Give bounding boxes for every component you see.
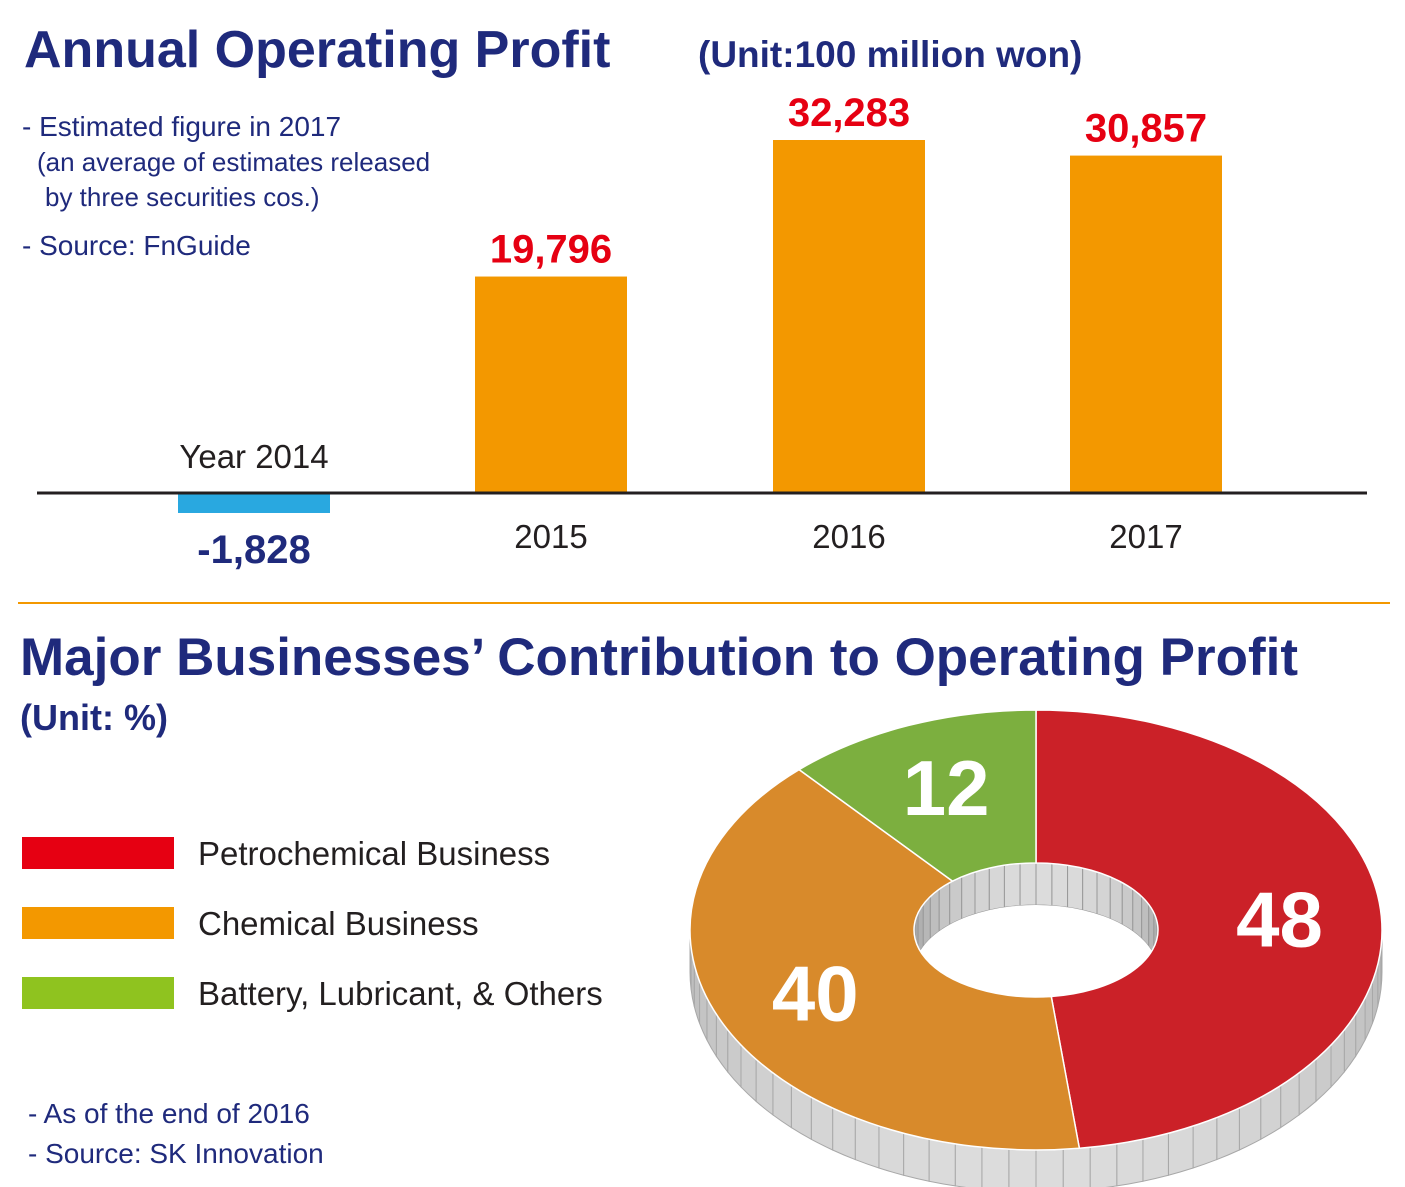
bar-value-label-1: 19,796 (490, 228, 612, 272)
bar-2 (773, 140, 925, 493)
donut-inner-wall (1082, 867, 1098, 915)
donut-chart-title: Major Businesses’ Contribution to Operat… (20, 628, 1298, 687)
legend-label-others: Battery, Lubricant, & Others (198, 975, 603, 1012)
bar-value-label-0: -1,828 (197, 528, 310, 572)
donut-outer-wall (954, 1143, 983, 1187)
bar-0 (178, 493, 330, 513)
donut-inner-wall (988, 864, 1005, 911)
donut-chart: 48 40 12 (689, 709, 1383, 1187)
donut-outer-wall (1116, 1138, 1144, 1187)
donut-outer-wall (1008, 1148, 1037, 1187)
bar-category-label-1: 2015 (514, 518, 587, 555)
donut-inner-wall (1132, 888, 1143, 940)
donut-value-label-2: 12 (903, 744, 990, 832)
donut-value-label-0: 48 (1236, 875, 1323, 963)
donut-outer-wall (1062, 1146, 1091, 1187)
legend-swatch-petrochemical (22, 837, 174, 869)
bar-category-label-2: 2016 (812, 518, 885, 555)
donut-inner-wall (1121, 881, 1134, 933)
donut-inner-wall (949, 876, 963, 926)
donut-inner-wall (1003, 863, 1021, 908)
note-as-of-2016: - As of the end of 2016 (28, 1098, 310, 1129)
bar-1 (475, 276, 627, 493)
bar-chart-title: Annual Operating Profit (24, 21, 611, 79)
bar-3 (1070, 155, 1222, 494)
bar-category-label-3: 2017 (1109, 518, 1182, 555)
donut-inner-wall (1051, 863, 1069, 908)
bar-chart-unit: (Unit:100 million won) (698, 34, 1083, 75)
donut-inner-wall (1035, 862, 1053, 907)
donut-inner-wall (929, 888, 940, 940)
donut-value-label-1: 40 (772, 950, 859, 1038)
donut-slice-2 (797, 709, 1037, 883)
donut-outer-wall (1089, 1143, 1118, 1187)
note-source-fnguide: - Source: FnGuide (22, 230, 251, 261)
donut-outer-wall (981, 1146, 1010, 1187)
bar-chart: -1,828 Year 2014 19,796 2015 32,283 2016 30,85… (37, 91, 1367, 572)
legend-label-chemical: Chemical Business (198, 905, 479, 942)
donut-outer-wall (1142, 1132, 1169, 1182)
donut-outer-wall (1035, 1148, 1064, 1187)
legend-swatch-others (22, 977, 174, 1009)
donut-outer-wall (878, 1125, 905, 1176)
donut-slice-1 (689, 768, 1081, 1151)
donut-inner-wall (974, 867, 990, 915)
donut-inner-wall (1019, 862, 1037, 907)
donut-slice-0 (1035, 709, 1383, 1150)
donut-inner-wall (1109, 876, 1123, 926)
bar-value-label-3: 30,857 (1085, 107, 1207, 151)
donut-chart-unit: (Unit: %) (20, 697, 168, 738)
note-estimated: - Estimated figure in 2017 (22, 111, 342, 142)
donut-inner-wall (961, 871, 976, 920)
legend-label-petrochemical: Petrochemical Business (198, 835, 551, 872)
donut-outer-wall (903, 1132, 930, 1182)
note-estimate-detail-1: (an average of estimates released (37, 147, 431, 177)
section-divider (18, 602, 1390, 604)
donut-outer-wall (928, 1138, 956, 1187)
donut-inner-wall (1067, 864, 1084, 911)
donut-inner-wall (938, 881, 951, 933)
donut-inner-wall (1096, 871, 1111, 920)
note-estimate-detail-2: by three securities cos.) (45, 182, 320, 212)
donut-outer-wall (1167, 1125, 1194, 1176)
bar-value-label-2: 32,283 (788, 91, 910, 135)
legend-swatch-chemical (22, 907, 174, 939)
note-source-sk-innovation: - Source: SK Innovation (28, 1138, 324, 1169)
bar-category-label-0: Year 2014 (179, 438, 328, 475)
